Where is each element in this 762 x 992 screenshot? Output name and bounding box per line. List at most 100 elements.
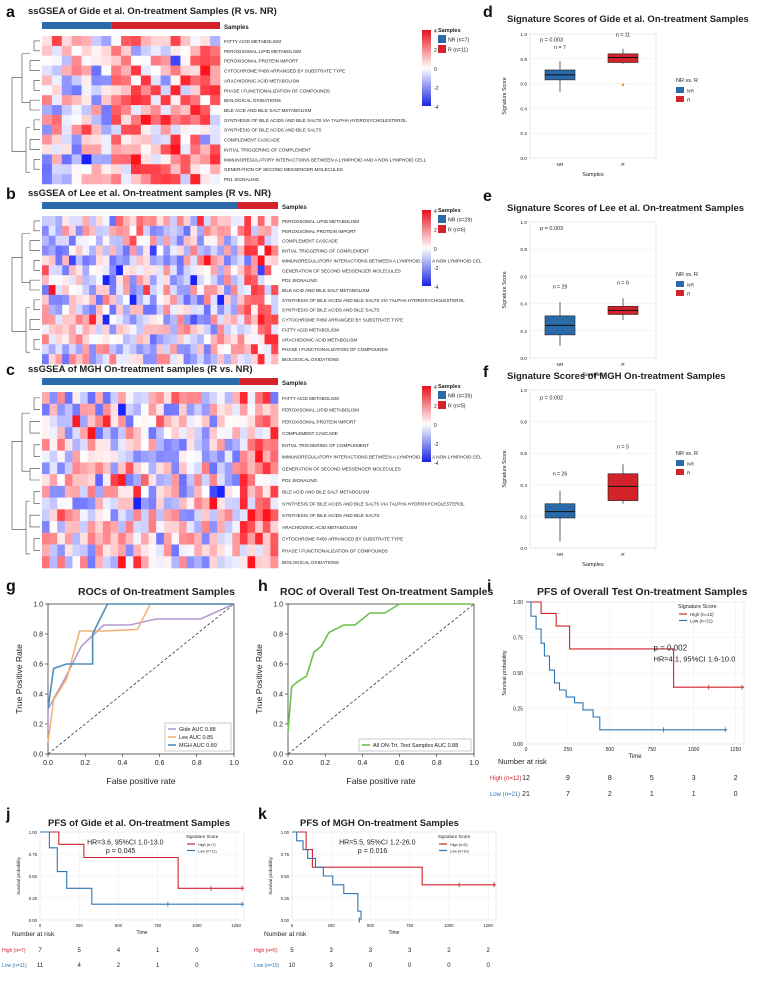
heatmap-cell bbox=[91, 174, 102, 185]
y-axis-label: True Positive Rate bbox=[254, 644, 264, 714]
survival-curve bbox=[526, 601, 744, 688]
r-n-label: n = 5 bbox=[617, 444, 629, 450]
heatmap-cell bbox=[203, 314, 211, 325]
heatmap-cell bbox=[55, 354, 63, 365]
heatmap-cell bbox=[91, 124, 102, 135]
heatmap-cell bbox=[264, 344, 272, 355]
dendrogram-branch bbox=[29, 139, 40, 150]
heatmap-cell bbox=[82, 216, 90, 227]
heatmap-cell bbox=[156, 216, 164, 227]
heatmap-cell bbox=[82, 304, 90, 315]
km-j-title: PFS of Gide et al. On-treatment Samples bbox=[48, 818, 231, 829]
heatmap-cell bbox=[72, 544, 81, 557]
nr-x-tick: NR bbox=[557, 362, 564, 368]
heatmap-cell bbox=[140, 45, 152, 57]
heatmap-cell bbox=[244, 245, 252, 256]
heatmap-cell bbox=[68, 255, 77, 266]
heatmap-cell bbox=[140, 95, 152, 106]
heatmap-cell bbox=[143, 314, 151, 325]
heatmap-cell bbox=[217, 334, 225, 345]
risk-count: 0 bbox=[195, 948, 199, 954]
heatmap-cell bbox=[72, 392, 81, 405]
heatmap-cell bbox=[200, 105, 211, 116]
heatmap-cell bbox=[131, 134, 142, 145]
heatmap-cell bbox=[55, 225, 63, 237]
heatmap-cell bbox=[57, 438, 66, 451]
heatmap-cell bbox=[121, 36, 132, 47]
heatmap-cell bbox=[163, 255, 171, 266]
heatmap-cell bbox=[64, 427, 73, 440]
heatmap-cell bbox=[203, 216, 211, 227]
km-chart-j: 1.000.750.500.250.000 250 500 750 1000 1250Ti… bbox=[2, 830, 245, 969]
heatmap-cell bbox=[42, 544, 50, 557]
heatmap-cell bbox=[140, 556, 149, 569]
heatmap-cell bbox=[68, 344, 77, 355]
heatmap-cell bbox=[71, 124, 82, 135]
heatmap-cell bbox=[200, 124, 211, 135]
y-tick-label: 0.50 bbox=[29, 874, 38, 879]
y-tick-label: 0.25 bbox=[29, 896, 38, 901]
heatmap-cell bbox=[133, 462, 142, 475]
heatmap-row-label: GENERATION OF SECOND MESSENGER MOLECULES bbox=[282, 268, 401, 273]
heatmap-cell bbox=[51, 174, 63, 185]
heatmap-cell bbox=[72, 438, 81, 451]
heatmap-cell bbox=[160, 164, 171, 175]
heatmap-cell bbox=[80, 485, 88, 498]
heatmap-cell bbox=[163, 235, 171, 246]
p-value-label: p = 0.003 bbox=[540, 226, 563, 232]
legend-swatch-nr bbox=[438, 391, 446, 399]
nr-x-tick: NR bbox=[557, 162, 564, 168]
heatmap-cell bbox=[109, 334, 117, 345]
heatmap-cell bbox=[180, 36, 191, 47]
heatmap-cell bbox=[230, 344, 238, 355]
heatmap-cell bbox=[217, 275, 225, 286]
heatmap-cell bbox=[87, 415, 96, 428]
heatmap-cell bbox=[101, 65, 112, 76]
heatmap-cell bbox=[160, 85, 171, 96]
heatmap-cell bbox=[143, 255, 151, 266]
heatmap-cell bbox=[163, 521, 172, 534]
legend-label: Low (n=11) bbox=[198, 850, 217, 854]
heatmap-cell bbox=[247, 556, 256, 569]
heatmap-cell bbox=[239, 474, 248, 487]
heatmap-cell bbox=[217, 304, 225, 315]
heatmap-cell bbox=[156, 438, 165, 451]
y-axis-label: True Positive Rate bbox=[14, 644, 24, 714]
heatmap-cell bbox=[102, 245, 110, 256]
heatmap-cell bbox=[95, 285, 103, 296]
heatmap-cell bbox=[42, 314, 50, 325]
risk-count: 9 bbox=[566, 775, 570, 782]
heatmap-cell bbox=[176, 314, 184, 325]
heatmap-cell bbox=[163, 324, 171, 335]
heatmap-cell bbox=[118, 438, 127, 451]
heatmap-cell bbox=[68, 285, 77, 296]
heatmap-cell bbox=[217, 403, 226, 416]
heatmap-cell bbox=[251, 285, 259, 296]
heatmap-cell bbox=[42, 474, 50, 487]
heatmap-cell bbox=[131, 45, 142, 57]
heatmap-cell bbox=[257, 255, 265, 266]
risk-count: 3 bbox=[692, 775, 696, 782]
legend-swatch-r bbox=[676, 290, 684, 296]
heatmap-cell bbox=[42, 124, 53, 135]
dendrogram-branch bbox=[33, 159, 40, 170]
heatmap-cell bbox=[148, 462, 157, 475]
heatmap-cell bbox=[171, 497, 180, 510]
heatmap-cell bbox=[91, 154, 102, 165]
heatmap-cell bbox=[217, 216, 225, 227]
heatmap-cell bbox=[49, 427, 58, 440]
heatmap-row-label: PEROXISOMAL PROTEIN IMPORT bbox=[282, 229, 356, 234]
heatmap-cell bbox=[251, 255, 259, 266]
heatmap-cell bbox=[136, 216, 144, 227]
heatmap-row-label: ARACHIDONIC ACID METABOLISM bbox=[282, 525, 357, 530]
heatmap-cell bbox=[197, 334, 205, 345]
heatmap-cell bbox=[156, 275, 164, 286]
km-k-title: PFS of MGH On-treatment Samples bbox=[300, 818, 459, 829]
heatmap-cell bbox=[197, 344, 205, 355]
dendrogram-branch bbox=[33, 119, 40, 131]
x-tick-label: 750 bbox=[406, 923, 414, 928]
heatmap-cell bbox=[42, 55, 53, 66]
y-tick-label: 0.4 bbox=[520, 106, 527, 112]
heatmap-cell bbox=[71, 134, 82, 145]
